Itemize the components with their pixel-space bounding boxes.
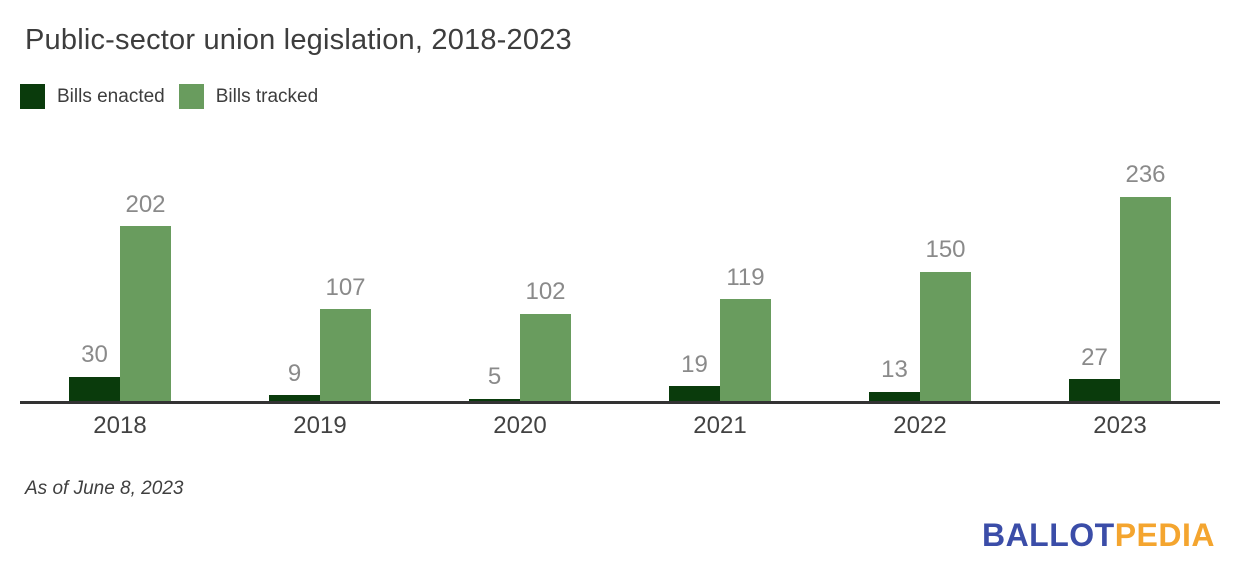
bar-column: 119	[720, 263, 771, 403]
legend-label: Bills enacted	[57, 85, 165, 107]
value-label: 5	[487, 363, 502, 391]
legend: Bills enacted Bills tracked	[20, 84, 332, 109]
bar-column: 5	[469, 363, 520, 403]
value-label: 236	[1125, 161, 1166, 189]
legend-swatch	[20, 84, 45, 109]
legend-item-bills-tracked: Bills tracked	[178, 84, 319, 109]
bar-bills-enacted-2022	[869, 391, 920, 403]
bar-bills-enacted-2021	[669, 386, 720, 403]
legend-swatch	[178, 84, 204, 109]
x-axis-label-2018: 2018	[93, 412, 147, 439]
bar-bills-enacted-2019	[269, 395, 320, 403]
bar-column: 9	[269, 359, 320, 403]
plot-area: 30 202 9 107 5 102 19 119 13 150 27 236	[20, 158, 1220, 403]
value-label: 13	[881, 356, 908, 384]
value-label: 30	[81, 341, 108, 369]
bar-bills-tracked-2021	[720, 298, 771, 403]
bar-column: 150	[920, 236, 971, 403]
x-axis-label-2023: 2023	[1093, 412, 1147, 439]
bar-column: 202	[120, 190, 171, 403]
bar-bills-enacted-2020	[469, 398, 520, 403]
bar-group-2022: 13 150	[820, 158, 1020, 403]
bar-bills-tracked-2019	[320, 309, 371, 403]
bar-bills-enacted-2018	[69, 376, 120, 403]
bar-bills-tracked-2018	[120, 226, 171, 403]
value-label: 107	[325, 274, 366, 302]
bar-group-2021: 19 119	[620, 158, 820, 403]
bar-bills-tracked-2022	[920, 271, 971, 403]
value-label: 119	[726, 263, 765, 291]
ballotpedia-logo: BALLOTPEDIA	[982, 517, 1215, 554]
bar-column: 236	[1120, 161, 1171, 403]
x-axis-label-2020: 2020	[493, 412, 547, 439]
x-axis-label-2022: 2022	[893, 412, 947, 439]
logo-part-pedia: PEDIA	[1114, 517, 1215, 553]
bar-group-2023: 27 236	[1020, 158, 1220, 403]
x-axis-label-2021: 2021	[693, 412, 747, 439]
legend-label: Bills tracked	[215, 85, 319, 107]
value-label: 202	[125, 190, 166, 218]
value-label: 102	[525, 278, 566, 306]
bar-group-2019: 9 107	[220, 158, 420, 403]
x-axis-label-2019: 2019	[293, 412, 347, 439]
bar-column: 107	[320, 274, 371, 403]
bar-column: 13	[869, 356, 920, 403]
value-label: 19	[681, 351, 708, 379]
legend-item-bills-enacted: Bills enacted	[20, 84, 165, 109]
bar-chart: 30 202 9 107 5 102 19 119 13 150 27 236 2018 2019 202…	[20, 158, 1220, 448]
bar-bills-tracked-2023	[1120, 196, 1171, 403]
bar-bills-tracked-2020	[520, 313, 571, 403]
x-axis-labels: 2018 2019 2020 2021 2022 2023	[20, 412, 1220, 440]
value-label: 27	[1081, 344, 1108, 372]
x-axis-line	[20, 401, 1220, 404]
footnote-date: As of June 8, 2023	[25, 478, 184, 499]
chart-title: Public-sector union legislation, 2018-20…	[25, 24, 572, 56]
bar-group-2018: 30 202	[20, 158, 220, 403]
bar-column: 102	[520, 278, 571, 403]
logo-part-ballot: BALLOT	[981, 517, 1115, 553]
bar-bills-enacted-2023	[1069, 379, 1120, 403]
value-label: 150	[925, 236, 966, 264]
bar-column: 19	[669, 351, 720, 403]
value-label: 9	[287, 359, 302, 387]
bar-group-2020: 5 102	[420, 158, 620, 403]
bar-column: 30	[69, 341, 120, 403]
bar-column: 27	[1069, 344, 1120, 403]
